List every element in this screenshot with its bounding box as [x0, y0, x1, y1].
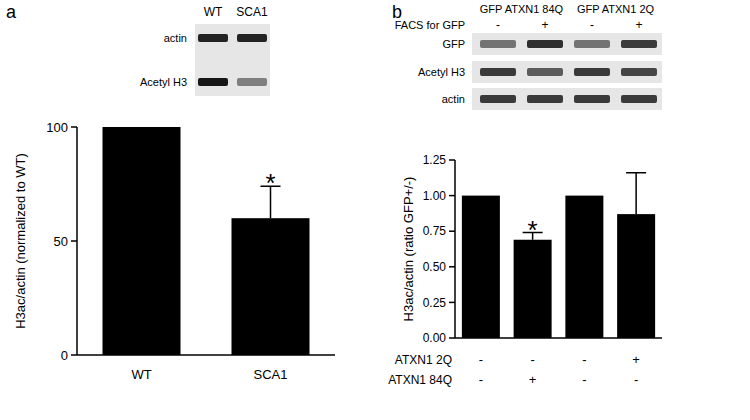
blot-band: [198, 78, 228, 86]
blot-band: [527, 68, 563, 76]
condition-value: +: [529, 372, 537, 387]
blot-row-label: GFP: [442, 38, 465, 50]
error-bar: [626, 173, 646, 214]
condition-value: -: [582, 352, 586, 367]
condition-value: -: [479, 372, 483, 387]
blot-strip: [472, 61, 662, 83]
blot-strip: [472, 33, 662, 55]
y-tick-label: 50: [54, 234, 68, 249]
blot-membrane: [195, 24, 270, 96]
blot-band: [574, 68, 610, 76]
y-axis-label: H3ac/actin (ratio GFP+/-): [401, 177, 416, 322]
blot-band: [480, 95, 516, 103]
lane-row-value: -: [496, 18, 500, 32]
blot-band: [198, 34, 228, 42]
lane-label: WT: [204, 5, 223, 19]
figure: a 0 50 100 H3ac/actin (normalized to WT) WT SC…: [0, 0, 750, 420]
group-label: GFP ATXN1 84Q: [480, 3, 564, 15]
lane-row-label: FACS for GFP: [395, 19, 465, 31]
y-tick: [71, 354, 77, 356]
lane-row-value: +: [635, 18, 642, 32]
condition-label: ATXN1 2Q: [395, 353, 452, 367]
y-tick: [449, 302, 455, 304]
bar: [103, 127, 181, 355]
blot-row-label: Acetyl H3: [140, 76, 187, 88]
bar: [617, 214, 655, 338]
condition-value: -: [582, 372, 586, 387]
significance: *: [265, 168, 275, 198]
y-tick-label: 1.00: [423, 189, 447, 203]
blot-band: [480, 40, 516, 48]
blot-band: [237, 78, 267, 86]
y-tick-label: 1.25: [423, 153, 447, 167]
bar: [565, 196, 603, 338]
y-tick: [449, 195, 455, 197]
blot-band: [621, 68, 657, 76]
blot-band: [527, 40, 563, 48]
y-tick: [449, 159, 455, 161]
y-tick-label: 0.50: [423, 260, 447, 274]
panel-label: a: [6, 2, 17, 22]
blot-row-label: actin: [442, 93, 465, 105]
condition-value: +: [632, 352, 640, 367]
lane-row-value: +: [541, 18, 548, 32]
blot-row-label: actin: [164, 32, 187, 44]
y-tick-label: 0.00: [423, 331, 447, 345]
y-tick-label: 0.75: [423, 224, 447, 238]
condition-value: -: [530, 352, 534, 367]
bar: [462, 196, 500, 338]
blot-band: [237, 34, 267, 42]
y-tick-label: 0: [61, 348, 68, 363]
condition-label: ATXN1 84Q: [388, 373, 452, 387]
lane-label: SCA1: [236, 5, 268, 19]
y-axis-label: H3ac/actin (normalized to WT): [13, 153, 28, 329]
y-axis: [454, 160, 456, 338]
lane-row-value: -: [590, 18, 594, 32]
bar: [514, 240, 552, 338]
y-tick: [71, 240, 77, 242]
x-tick-label: WT: [131, 367, 151, 382]
blot-strip: [472, 88, 662, 110]
blot-band: [574, 40, 610, 48]
y-tick: [449, 266, 455, 268]
blot-band: [621, 40, 657, 48]
significance: *: [528, 215, 538, 245]
blot-band: [621, 95, 657, 103]
condition-value: -: [634, 372, 638, 387]
y-tick-label: 100: [46, 120, 68, 135]
y-tick: [449, 337, 455, 339]
blot-band: [574, 95, 610, 103]
blot-band: [480, 68, 516, 76]
condition-value: -: [479, 352, 483, 367]
y-tick: [71, 126, 77, 128]
y-tick-label: 0.25: [423, 296, 447, 310]
bar: [232, 218, 310, 355]
group-label: GFP ATXN1 2Q: [577, 3, 655, 15]
blot-band: [527, 95, 563, 103]
y-tick: [449, 230, 455, 232]
x-tick-label: SCA1: [254, 367, 288, 382]
blot-row-label: Acetyl H3: [418, 66, 465, 78]
